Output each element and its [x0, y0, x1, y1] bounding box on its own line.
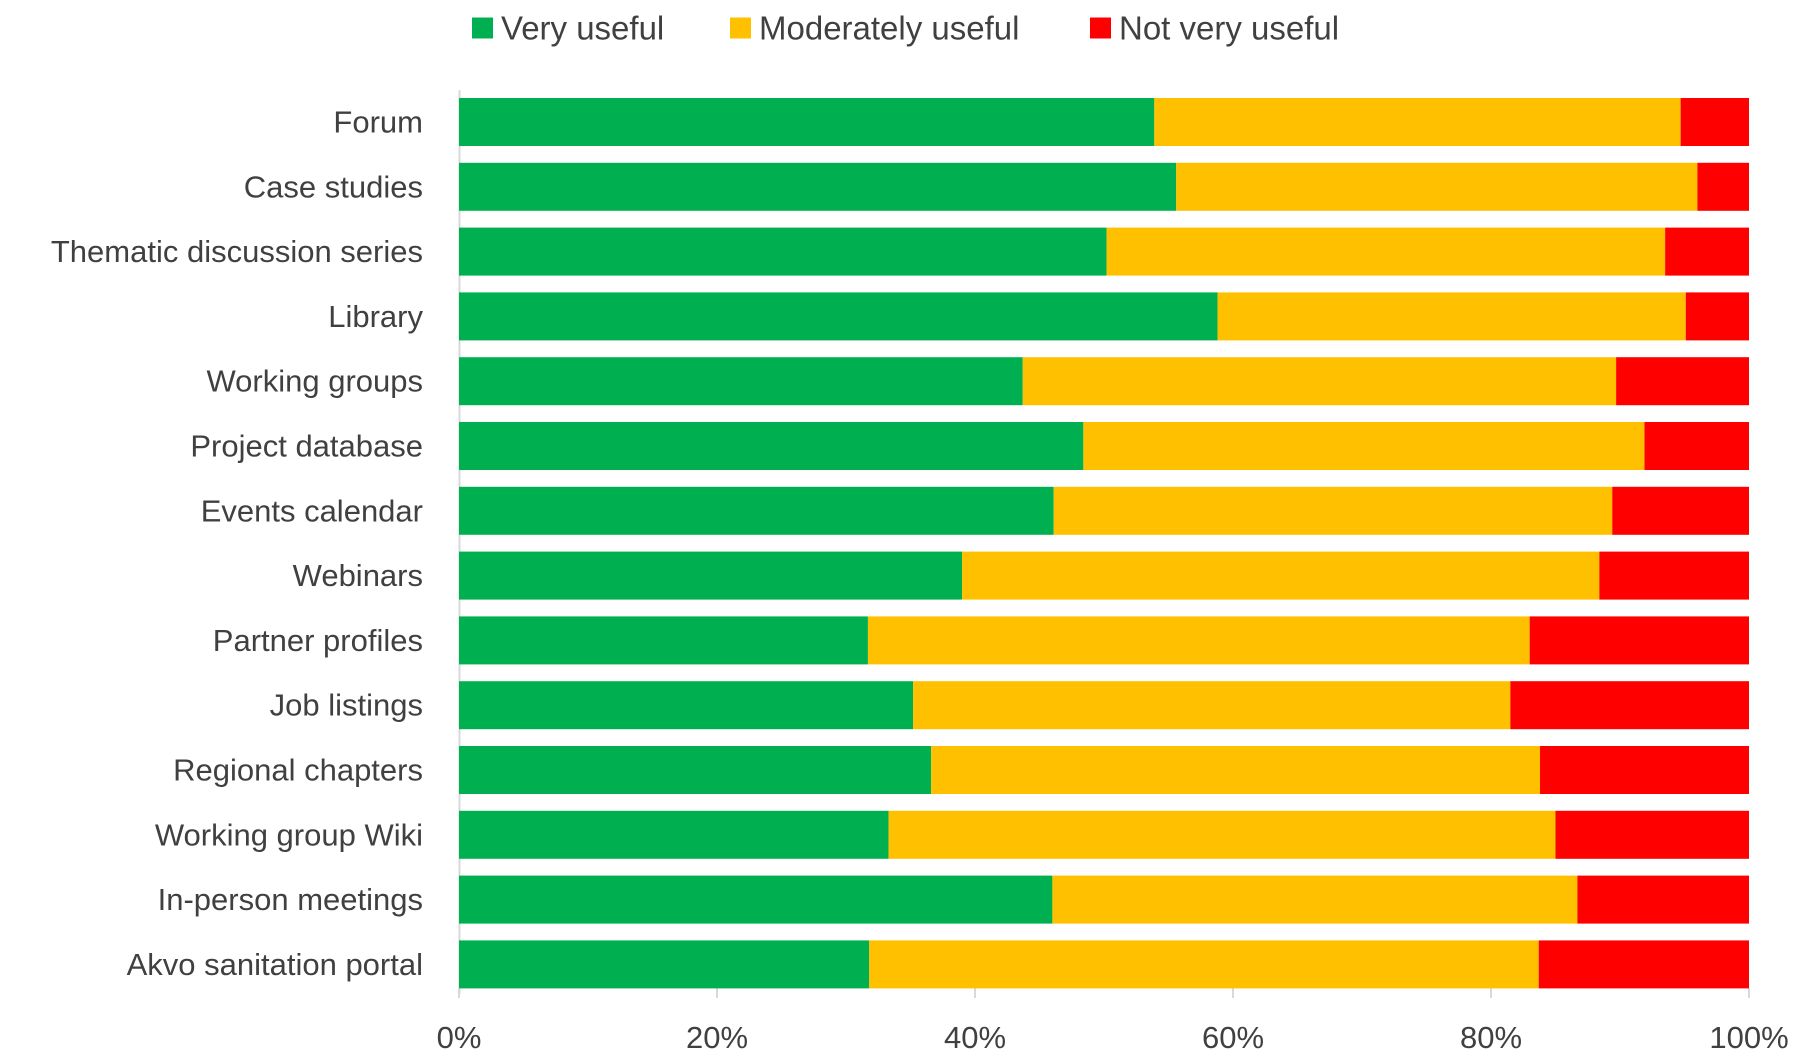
category-label: Events calendar [201, 493, 423, 528]
bar-very-useful-partner-profiles [459, 616, 868, 665]
legend: Very useful Moderately useful Not very use… [472, 10, 1339, 47]
bar-moderately-useful-library [1217, 292, 1686, 341]
bar-not-very-useful-akvo-sanitation-portal [1538, 940, 1749, 989]
bar-not-very-useful-working-group-wiki [1555, 810, 1749, 859]
bar-not-very-useful-webinars [1599, 551, 1749, 600]
bar-moderately-useful-case-studies [1176, 162, 1698, 211]
bar-very-useful-case-studies [459, 162, 1177, 211]
category-label: Working group Wiki [155, 817, 423, 852]
bar-very-useful-project-database [459, 422, 1084, 470]
category-label: Akvo sanitation portal [127, 947, 423, 982]
x-tick-label: 60% [1202, 1020, 1264, 1055]
bar-not-very-useful-events-calendar [1612, 486, 1749, 535]
category-label: Regional chapters [173, 753, 423, 788]
bars [459, 98, 1749, 989]
bar-very-useful-job-listings [459, 681, 914, 730]
category-label: In-person meetings [158, 882, 423, 917]
bar-moderately-useful-webinars [962, 551, 1600, 600]
bar-not-very-useful-case-studies [1697, 162, 1749, 211]
category-label: Forum [333, 105, 423, 140]
bar-very-useful-events-calendar [459, 486, 1054, 535]
tick-labels: 0% 20% 40% 60% 80% 100% [437, 1020, 1789, 1055]
bar-very-useful-thematic-discussion-series [459, 227, 1107, 276]
bar-very-useful-webinars [459, 551, 963, 600]
bar-very-useful-forum [459, 98, 1155, 146]
x-tick-label: 0% [437, 1020, 482, 1055]
bar-very-useful-working-groups [459, 357, 1023, 406]
bar-moderately-useful-partner-profiles [867, 616, 1530, 665]
bar-not-very-useful-in-person-meetings [1577, 875, 1749, 924]
bar-very-useful-regional-chapters [459, 746, 932, 794]
bar-moderately-useful-in-person-meetings [1052, 875, 1578, 924]
x-tick-label: 100% [1709, 1020, 1788, 1055]
category-label: Working groups [206, 364, 423, 399]
category-label: Job listings [270, 688, 423, 723]
bar-not-very-useful-forum [1680, 98, 1749, 146]
legend-label-moderately-useful: Moderately useful [759, 10, 1019, 47]
bar-moderately-useful-regional-chapters [931, 746, 1541, 794]
bar-moderately-useful-working-groups [1022, 357, 1617, 406]
x-tick-label: 40% [944, 1020, 1006, 1055]
category-label: Library [328, 299, 423, 334]
bar-not-very-useful-partner-profiles [1529, 616, 1749, 665]
bar-moderately-useful-working-group-wiki [888, 810, 1556, 859]
legend-label-not-very-useful: Not very useful [1119, 10, 1339, 47]
category-label: Case studies [244, 169, 423, 204]
bar-not-very-useful-thematic-discussion-series [1665, 227, 1749, 276]
bar-very-useful-working-group-wiki [459, 810, 889, 859]
bar-moderately-useful-events-calendar [1053, 486, 1613, 535]
bar-not-very-useful-regional-chapters [1540, 746, 1749, 794]
bar-not-very-useful-job-listings [1510, 681, 1749, 730]
bar-not-very-useful-project-database [1644, 422, 1749, 470]
legend-label-very-useful: Very useful [501, 10, 664, 47]
category-label: Thematic discussion series [51, 234, 423, 269]
bar-moderately-useful-thematic-discussion-series [1106, 227, 1666, 276]
bar-not-very-useful-working-groups [1616, 357, 1749, 406]
category-label: Project database [190, 429, 423, 464]
bar-moderately-useful-project-database [1083, 422, 1645, 470]
x-tick-label: 80% [1460, 1020, 1522, 1055]
category-labels: Forum Case studies Thematic discussion ser… [51, 105, 424, 982]
legend-swatch-not-very-useful [1090, 17, 1111, 39]
bar-moderately-useful-akvo-sanitation-portal [869, 940, 1539, 989]
bar-very-useful-in-person-meetings [459, 875, 1053, 924]
bar-very-useful-library [459, 292, 1218, 341]
x-tick-label: 20% [686, 1020, 748, 1055]
legend-swatch-very-useful [472, 17, 493, 39]
legend-swatch-moderately-useful [730, 17, 751, 39]
category-label: Partner profiles [213, 623, 423, 658]
bar-very-useful-akvo-sanitation-portal [459, 940, 870, 989]
category-label: Webinars [293, 558, 423, 593]
bar-moderately-useful-job-listings [913, 681, 1511, 730]
bar-not-very-useful-library [1685, 292, 1749, 341]
x-axis [458, 90, 1750, 998]
bar-moderately-useful-forum [1154, 98, 1681, 146]
